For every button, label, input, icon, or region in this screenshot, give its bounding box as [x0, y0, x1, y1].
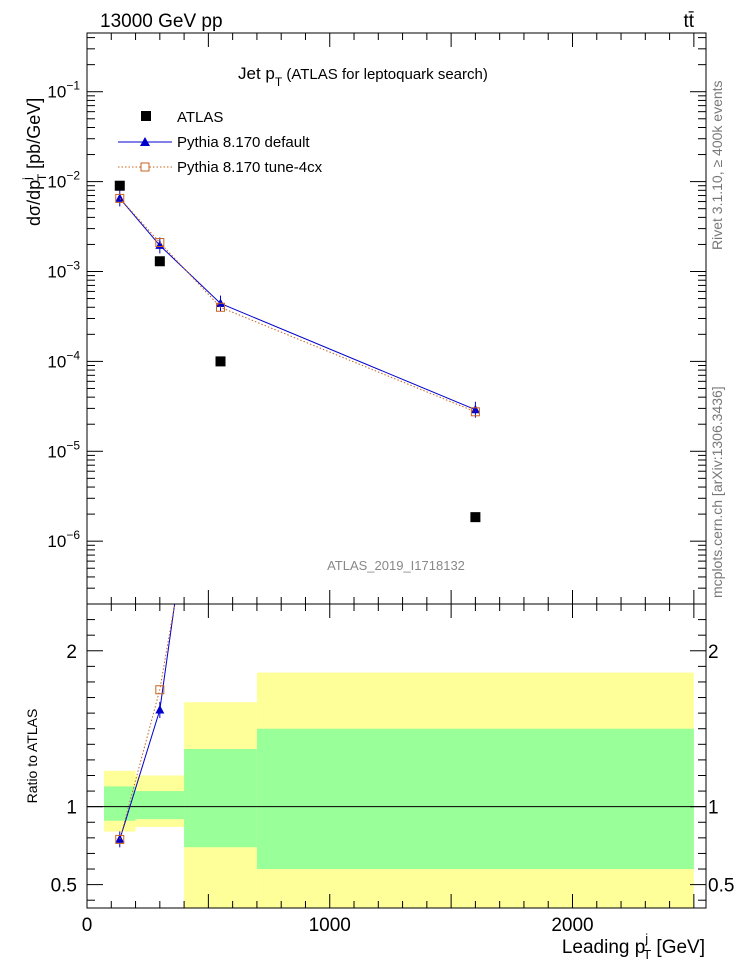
main-y-tick-label: 10−5	[47, 438, 80, 461]
legend: ATLAS Pythia 8.170 default Pythia 8.170 …	[118, 109, 323, 176]
legend-atlas-marker	[141, 111, 151, 121]
ratio-y-tick-label: 1	[66, 798, 77, 819]
ratio-default-point	[155, 705, 165, 714]
rivet-label: Rivet 3.1.10, ≥ 400k events	[709, 80, 725, 250]
default-data-point	[470, 404, 480, 414]
atlas-data-point	[154, 256, 165, 267]
ratio-y-tick-label-right: 1	[708, 798, 719, 819]
x-axis-label-sup: j	[644, 931, 648, 946]
ratio-tune-point	[155, 685, 165, 695]
main-y-tick-label-exponent: −5	[66, 438, 80, 452]
tune-data-point	[115, 193, 125, 203]
main-y-axis-label-sup: j	[20, 177, 34, 181]
mcplots-label: mcplots.cern.ch [arXiv:1306.3436]	[709, 386, 725, 598]
x-tick-label: 2000	[551, 915, 593, 936]
x-axis-label-b: [GeV]	[651, 937, 705, 958]
x-axis-label: Leading pj T [GeV]	[562, 931, 705, 962]
main-y-tick-label: 10−1	[47, 79, 80, 102]
main-y-tick-label-base: 10	[47, 83, 66, 102]
main-y-tick-label: 10−3	[47, 258, 80, 281]
main-y-tick-label-exponent: −2	[66, 169, 80, 183]
x-tick-label: 1000	[309, 915, 351, 936]
atlas-data-point	[470, 512, 481, 523]
main-series-line	[119, 198, 476, 413]
ratio-y-tick-label-right: 0.5	[708, 876, 734, 897]
main-y-tick-label-base: 10	[47, 262, 66, 281]
ratio-panel-frame	[86, 603, 707, 909]
main-y-axis-label-a: dσ/dp	[24, 180, 44, 226]
main-y-tick-label-base: 10	[47, 442, 66, 461]
legend-default-label: Pythia 8.170 default	[177, 134, 310, 151]
ratio-band-inner	[256, 728, 694, 870]
tune-data-point	[216, 302, 226, 312]
ratio-y-tick-label: 0.5	[51, 876, 77, 897]
chart-title: Jet pT (ATLAS for leptoquark search)	[238, 64, 488, 89]
x-axis-label-a: Leading p	[562, 937, 645, 958]
ratio-series-line	[119, 604, 176, 840]
ratio-panel-ticks: 0.5 0.5 1 1 2 2 0 1000 2000	[51, 604, 734, 936]
main-panel-series	[114, 180, 481, 523]
ratio-tune-point	[115, 834, 125, 844]
main-y-tick-label-base: 10	[47, 532, 66, 551]
legend-tune-label: Pythia 8.170 tune-4cx	[177, 159, 323, 176]
ratio-y-axis-label: Ratio to ATLAS	[24, 709, 40, 804]
ratio-y-tick-label-right: 2	[708, 642, 719, 663]
x-axis-label-sub: T	[643, 947, 651, 962]
legend-default-marker	[140, 137, 150, 146]
main-y-tick-label: 10−6	[47, 528, 80, 551]
process-label: tt̄	[683, 11, 694, 32]
main-y-tick-label-exponent: −3	[66, 258, 80, 272]
main-y-tick-label-exponent: −6	[66, 528, 80, 542]
chart-title-main: Jet p	[238, 64, 275, 83]
ratio-band-inner	[184, 748, 257, 848]
tune-data-point	[155, 238, 165, 248]
ratio-band-inner	[135, 791, 185, 820]
ratio-panel-series	[115, 604, 176, 848]
main-y-tick-label-exponent: −4	[66, 348, 80, 362]
chart-title-sub: T	[275, 75, 283, 89]
legend-atlas-label: ATLAS	[177, 109, 223, 126]
legend-tune-marker	[140, 162, 150, 172]
main-series-line	[119, 198, 476, 411]
collision-label: 13000 GeV pp	[100, 11, 223, 32]
ratio-band-inner	[103, 786, 136, 821]
atlas-data-point	[114, 180, 125, 191]
main-y-axis-label-sub: T	[35, 173, 49, 181]
tune-data-point	[470, 407, 480, 417]
analysis-id: ATLAS_2019_I1718132	[327, 558, 465, 573]
main-y-tick-label-base: 10	[47, 352, 66, 371]
atlas-data-point	[215, 356, 226, 367]
chart-title-rest: (ATLAS for leptoquark search)	[282, 66, 488, 83]
main-y-axis-label: dσ/dpjT [pb/GeV]	[20, 98, 49, 226]
main-y-tick-label-exponent: −1	[66, 79, 80, 93]
main-panel-ticks: 10−610−510−410−310−210−1	[47, 33, 706, 605]
ratio-series-group	[115, 604, 176, 848]
x-tick-label: 0	[82, 915, 93, 936]
default-data-point	[115, 193, 125, 202]
main-y-tick-label: 10−2	[47, 169, 80, 192]
ratio-y-tick-label: 2	[66, 642, 77, 663]
ratio-panel-bands	[103, 672, 694, 908]
main-y-tick-label-base: 10	[47, 173, 66, 192]
main-y-axis-label-b: [pb/GeV]	[24, 98, 44, 174]
main-y-tick-label: 10−4	[47, 348, 80, 371]
